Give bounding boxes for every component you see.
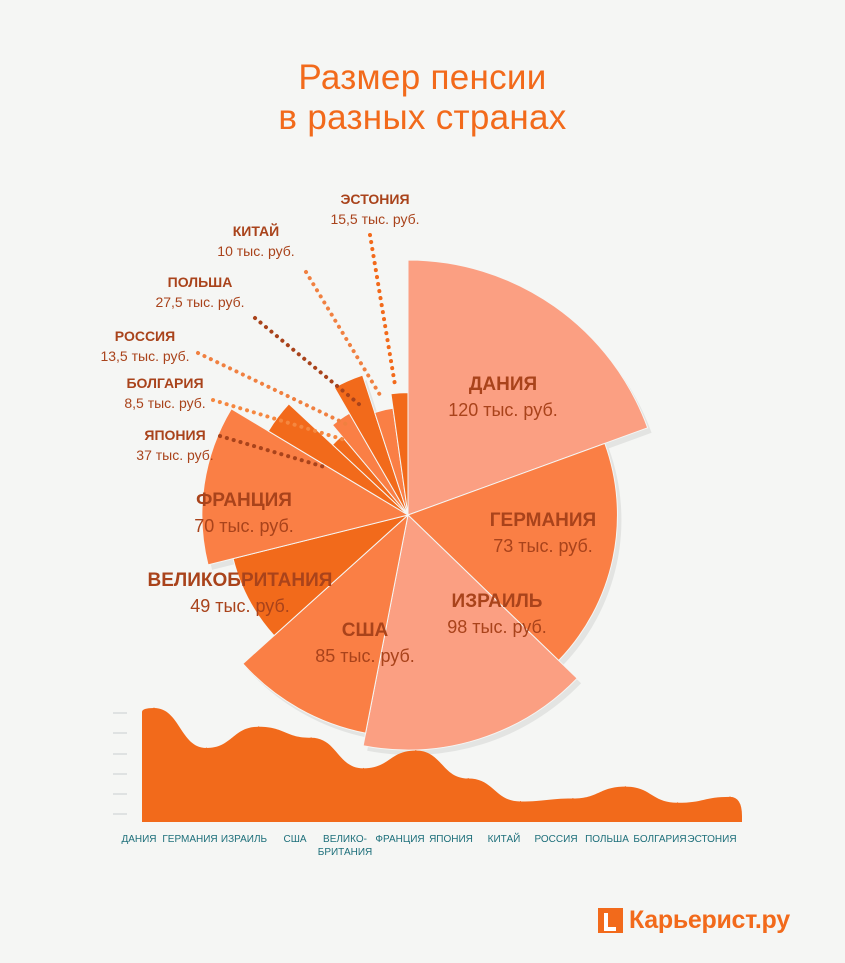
- x-label-russia: РОССИЯ: [534, 834, 577, 845]
- leader-line-estonia: [368, 233, 397, 387]
- pie-slice-denmark: [407, 259, 649, 516]
- area-point-russia: [572, 798, 574, 800]
- pie-value-label-usa: 85 тыс. руб.: [315, 646, 415, 666]
- x-label-israel: ИЗРАИЛЬ: [221, 834, 268, 845]
- title-line-2: в разных странах: [278, 98, 567, 137]
- area-chart: [142, 707, 742, 822]
- pie-label-germany: ГЕРМАНИЯ: [490, 510, 596, 531]
- area-point-uk: [362, 767, 364, 769]
- x-label-japan: ЯПОНИЯ: [429, 834, 473, 845]
- pie-value-label-bulgaria: 8,5 тыс. руб.: [124, 395, 205, 411]
- x-label-usa: США: [283, 834, 306, 845]
- x-label-china: КИТАЙ: [488, 832, 521, 845]
- pie-slice-israel: [362, 514, 578, 751]
- leader-line-china: [304, 270, 382, 397]
- pie-slice-germany: [407, 442, 618, 662]
- brand-logo[interactable]: Карьерист.ру: [598, 903, 790, 937]
- pie-value-label-russia: 13,5 тыс. руб.: [100, 348, 189, 364]
- pie-label-denmark: ДАНИЯ: [469, 374, 537, 395]
- pie-slice-estonia: [390, 392, 409, 516]
- leader-line-poland: [253, 316, 362, 407]
- pie-value-label-uk: 49 тыс. руб.: [190, 596, 290, 616]
- pie-slice-poland: [333, 374, 409, 516]
- x-label-denmark: ДАНИЯ: [121, 834, 156, 845]
- pie-label-poland: ПОЛЬША: [168, 274, 233, 290]
- pie-labels: ДАНИЯ 120 тыс. руб. ГЕРМАНИЯ 73 тыс. руб. ИЗ…: [100, 191, 596, 666]
- pie-slice-japan: [267, 403, 409, 516]
- pie-value-label-estonia: 15,5 тыс. руб.: [330, 211, 419, 227]
- area-axis-ticks: [113, 712, 127, 815]
- area-point-germany: [205, 747, 207, 749]
- pie-label-israel: ИЗРАИЛЬ: [452, 591, 543, 612]
- pie-label-russia: РОССИЯ: [115, 328, 175, 344]
- x-label-france: ФРАНЦИЯ: [375, 834, 424, 845]
- pie-label-bulgaria: БОЛГАРИЯ: [126, 375, 203, 391]
- area-series: [142, 708, 742, 822]
- x-label-poland: ПОЛЬША: [585, 834, 629, 845]
- area-point-israel: [258, 726, 260, 728]
- pie-slice-usa: [242, 513, 409, 734]
- area-point-france: [415, 750, 417, 751]
- pie-label-france: ФРАНЦИЯ: [196, 490, 292, 511]
- x-label-uk: ВЕЛИКО-БРИТАНИЯ: [318, 834, 373, 858]
- label-leader-lines: [196, 233, 397, 470]
- pie-value-label-germany: 73 тыс. руб.: [493, 536, 593, 556]
- pie-value-label-israel: 98 тыс. руб.: [447, 617, 547, 637]
- area-x-labels: ДАНИЯ ГЕРМАНИЯ ИЗРАИЛЬ США ВЕЛИКО-БРИТАНИЯФР…: [121, 832, 736, 858]
- area-point-denmark: [153, 707, 155, 709]
- leader-line-russia: [196, 351, 350, 427]
- area-point-estonia: [729, 796, 731, 798]
- leader-line-bulgaria: [211, 398, 347, 442]
- pie-label-estonia: ЭСТОНИЯ: [340, 191, 409, 207]
- pie-value-label-japan: 37 тыс. руб.: [136, 447, 213, 463]
- area-point-japan: [467, 778, 469, 780]
- pie-label-japan: ЯПОНИЯ: [144, 427, 205, 443]
- area-point-poland: [624, 786, 626, 788]
- title-line-1: Размер пенсии: [298, 58, 547, 97]
- area-point-usa: [310, 737, 312, 739]
- pie-value-label-poland: 27,5 тыс. руб.: [155, 294, 244, 310]
- area-point-china: [520, 801, 522, 802]
- pie-value-label-china: 10 тыс. руб.: [217, 243, 294, 259]
- pie-value-label-france: 70 тыс. руб.: [194, 516, 294, 536]
- brand-logo-text: Карьерист.ру: [629, 905, 790, 934]
- x-label-bulgaria: БОЛГАРИЯ: [633, 834, 686, 845]
- pie-label-uk: ВЕЛИКОБРИТАНИЯ: [148, 570, 333, 591]
- leader-line-japan: [218, 434, 330, 470]
- chart-title: Размер пенсии в разных странах: [0, 58, 845, 138]
- brand-logo-icon: [598, 907, 623, 933]
- x-label-germany: ГЕРМАНИЯ: [162, 834, 217, 845]
- pie-label-usa: США: [342, 620, 389, 641]
- x-label-estonia: ЭСТОНИЯ: [687, 834, 736, 845]
- pie-label-china: КИТАЙ: [233, 222, 279, 239]
- area-point-bulgaria: [677, 802, 679, 804]
- pie-chart: [201, 259, 652, 756]
- pie-value-label-denmark: 120 тыс. руб.: [448, 400, 558, 420]
